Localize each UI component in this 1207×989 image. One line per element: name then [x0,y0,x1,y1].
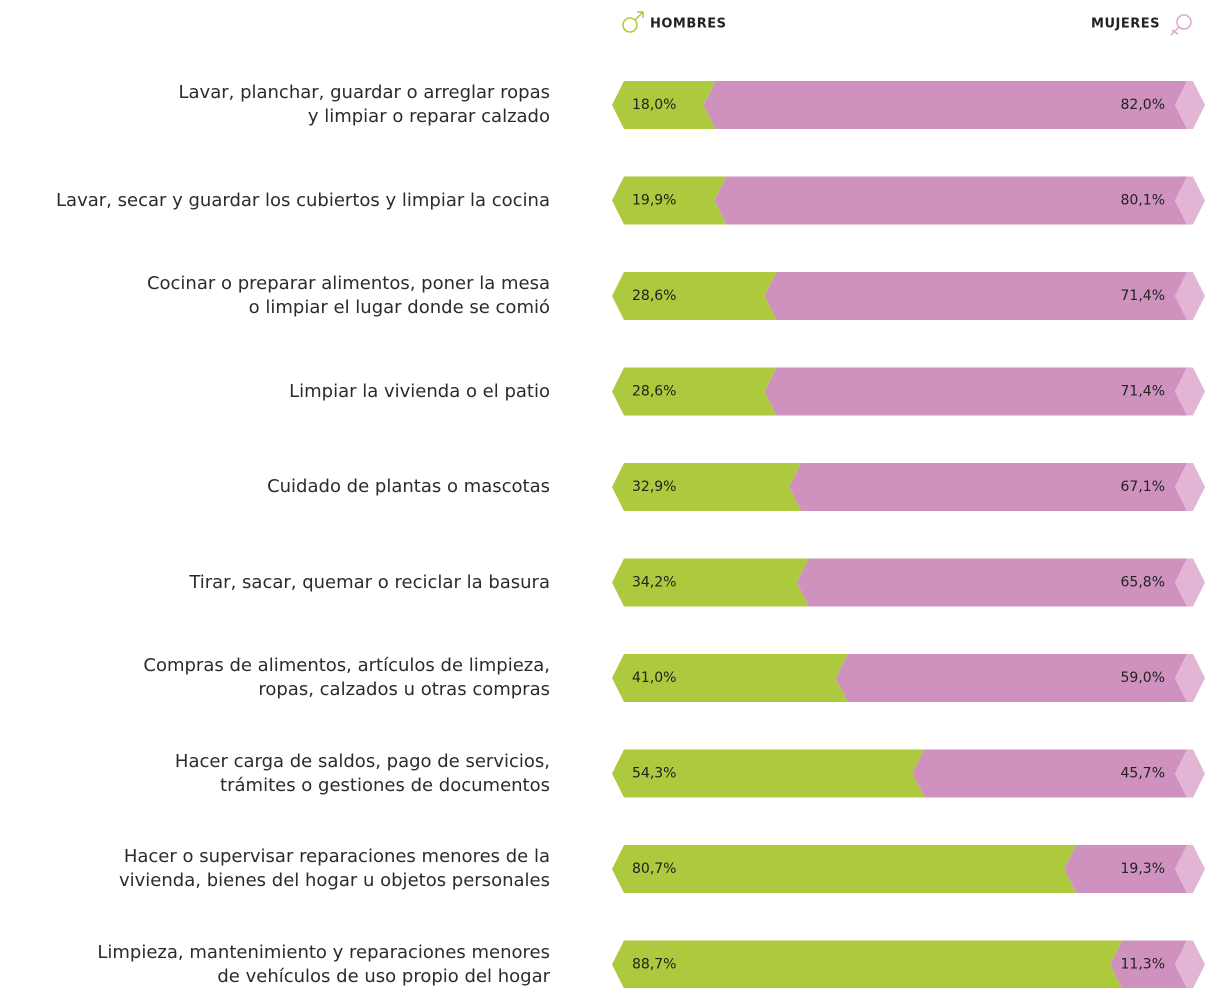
bar-end [1175,176,1205,225]
bar-segment [835,654,1187,702]
bar-end [1175,463,1205,511]
value-label: 32,9% [632,479,676,495]
value-label: 80,1% [1121,193,1165,209]
bar-segment [612,463,802,511]
bar-segment [703,81,1187,129]
value-label: 28,6% [632,288,676,304]
bar-segment [612,749,925,798]
bar-segment [1064,845,1187,893]
bar-end [1175,845,1205,893]
value-label: 65,8% [1121,575,1165,591]
bar-segment [764,367,1187,416]
bar-end [1175,749,1205,798]
bar-end [1175,940,1205,988]
value-label: 71,4% [1121,288,1165,304]
value-label: 82,0% [1121,97,1165,113]
category-label: Compras de alimentos, artículos de limpi… [143,655,550,700]
category-label: Lavar, planchar, guardar o arreglar ropa… [178,82,550,127]
category-label: Cuidado de plantas o mascotas [267,476,550,497]
bar-segment [612,845,1077,893]
bar-segment [612,654,848,702]
bar-end [1175,81,1205,129]
bar-segment [612,558,809,607]
legend-label: MUJERES [1091,17,1160,32]
category-label: Lavar, secar y guardar los cubiertos y l… [56,189,550,211]
bar-segment [796,558,1187,607]
category-label: Limpiar la vivienda o el patio [289,380,550,402]
category-label: Cocinar o preparar alimentos, poner la m… [146,273,550,318]
value-label: 59,0% [1121,670,1165,686]
bar-segment [1110,940,1187,988]
male-icon [622,11,644,33]
value-label: 54,3% [632,766,676,782]
value-label: 88,7% [632,957,676,973]
bar-segment [789,463,1187,511]
female-icon [1170,14,1192,36]
bar-segment [714,176,1187,225]
value-label: 71,4% [1121,384,1165,400]
category-label: Limpieza, mantenimiento y reparaciones m… [97,941,550,987]
bar-end [1175,558,1205,607]
bar-end [1175,272,1205,320]
value-label: 41,0% [632,670,676,686]
value-label: 28,6% [632,384,676,400]
category-label: Hacer carga de saldos, pago de servicios… [174,750,550,796]
value-label: 80,7% [632,861,676,877]
bar-segment [612,272,777,320]
bar-segment [612,176,727,225]
value-label: 19,9% [632,193,676,209]
category-label: Hacer o supervisar reparaciones menores … [119,846,550,891]
category-label: Tirar, sacar, quemar o reciclar la basur… [189,571,550,593]
bar-segment [612,940,1123,988]
bar-end [1175,654,1205,702]
bar-segment [612,367,777,416]
bar-segment [912,749,1187,798]
value-label: 45,7% [1121,766,1165,782]
value-label: 11,3% [1121,957,1165,973]
bar-segment [764,272,1187,320]
value-label: 67,1% [1121,479,1165,495]
value-label: 18,0% [632,97,676,113]
legend-label: HOMBRES [650,17,727,32]
bar-end [1175,367,1205,416]
bar-segment [612,81,716,129]
value-label: 19,3% [1121,861,1165,877]
value-label: 34,2% [632,575,676,591]
